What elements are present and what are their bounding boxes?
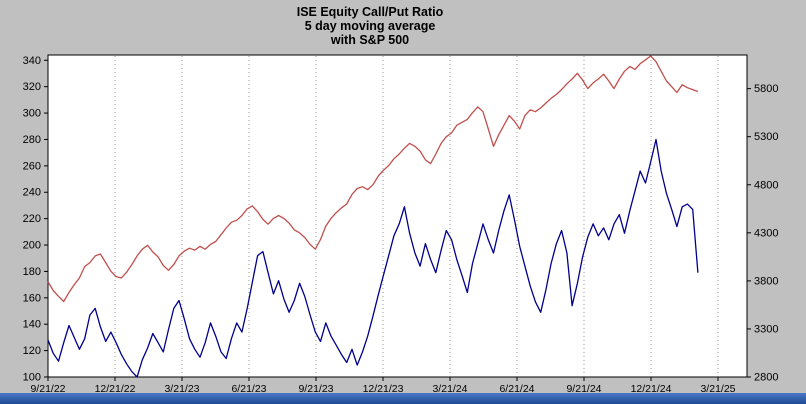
svg-text:3/21/25: 3/21/25: [700, 383, 735, 395]
svg-text:6/21/23: 6/21/23: [231, 383, 266, 395]
svg-text:6/21/24: 6/21/24: [499, 383, 534, 395]
svg-text:4300: 4300: [754, 227, 778, 239]
svg-text:340: 340: [23, 55, 41, 67]
svg-text:2800: 2800: [754, 372, 778, 384]
svg-text:200: 200: [23, 240, 41, 252]
svg-text:140: 140: [23, 319, 41, 331]
svg-text:3300: 3300: [754, 323, 778, 335]
svg-text:5300: 5300: [754, 131, 778, 143]
svg-text:180: 180: [23, 266, 41, 278]
chart-title-line-2: 5 day moving average: [304, 19, 436, 33]
svg-text:100: 100: [23, 372, 41, 384]
svg-text:12/21/24: 12/21/24: [631, 383, 672, 395]
svg-text:3800: 3800: [754, 275, 778, 287]
chart-title-line-1: ISE Equity Call/Put Ratio: [296, 5, 444, 19]
svg-text:220: 220: [23, 213, 41, 225]
svg-text:160: 160: [23, 292, 41, 304]
svg-text:280: 280: [23, 134, 41, 146]
svg-text:300: 300: [23, 108, 41, 120]
svg-text:320: 320: [23, 81, 41, 93]
svg-text:9/21/22: 9/21/22: [30, 383, 65, 395]
svg-text:260: 260: [23, 160, 41, 172]
chart-title-line-3: with S&P 500: [330, 33, 410, 47]
svg-text:3/21/24: 3/21/24: [432, 383, 467, 395]
svg-text:9/21/23: 9/21/23: [298, 383, 333, 395]
svg-text:3/21/23: 3/21/23: [164, 383, 199, 395]
svg-text:120: 120: [23, 345, 41, 357]
svg-text:12/21/23: 12/21/23: [363, 383, 404, 395]
chart-title: ISE Equity Call/Put Ratio 5 day moving a…: [0, 5, 740, 47]
taskbar-strip: [0, 393, 806, 404]
svg-text:12/21/22: 12/21/22: [95, 383, 136, 395]
svg-text:4800: 4800: [754, 179, 778, 191]
svg-text:9/21/24: 9/21/24: [566, 383, 601, 395]
svg-text:240: 240: [23, 187, 41, 199]
svg-text:5800: 5800: [754, 83, 778, 95]
